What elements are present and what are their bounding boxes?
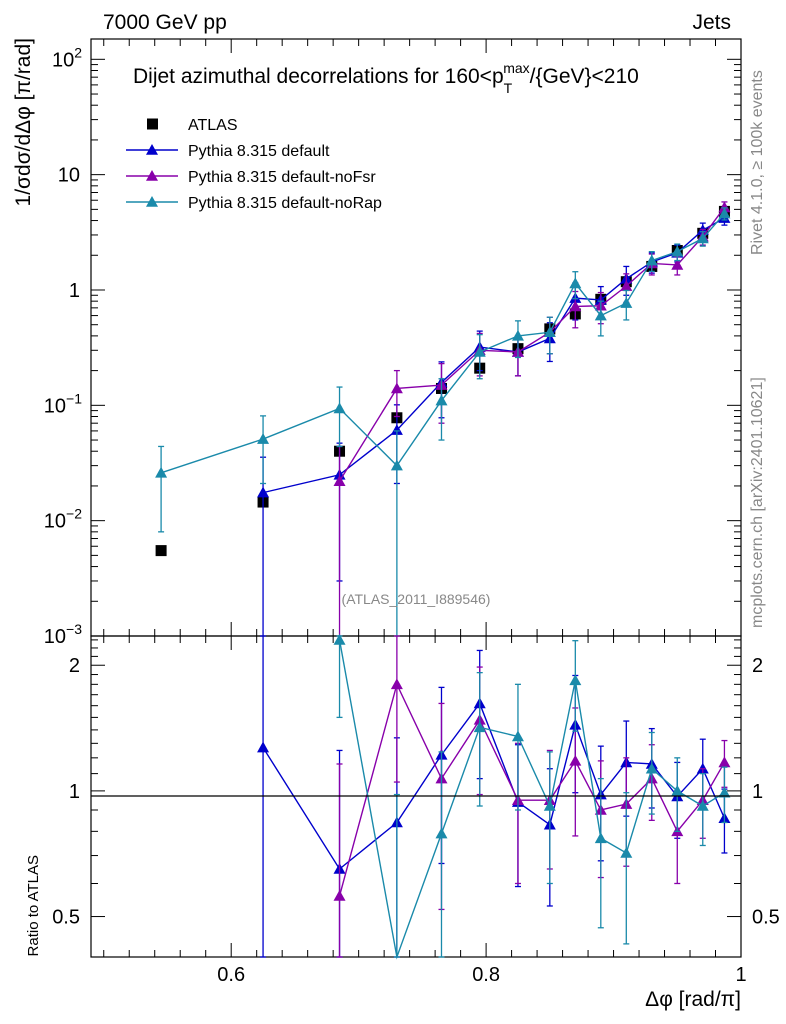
data-point <box>645 254 658 266</box>
legend-item: Pythia 8.315 default-noRap <box>126 195 382 212</box>
ratio-point <box>671 784 684 796</box>
legend: ATLAS Pythia 8.315 default Pythia 8.315 de… <box>126 117 382 212</box>
y-tick-label: 102 <box>52 44 82 71</box>
y-tick-label: 10−1 <box>44 390 82 417</box>
ratio-point <box>718 786 731 798</box>
data-point <box>543 326 556 338</box>
data-point <box>594 309 607 321</box>
data-point <box>696 232 709 244</box>
ratio-tick-label: 0.5 <box>52 907 80 929</box>
data-point <box>390 459 403 471</box>
ratio-point <box>257 741 270 753</box>
legend-label: Pythia 8.315 default <box>188 143 330 160</box>
data-point <box>671 258 684 270</box>
x-axis-label: Δφ [rad/π] <box>645 988 741 1011</box>
ratio-point <box>569 754 582 766</box>
ratio-point <box>696 800 709 811</box>
category-label: Jets <box>692 11 731 34</box>
ratio-point <box>333 633 346 645</box>
legend-item: ATLAS <box>147 117 238 134</box>
ratio-tick-label-right: 1 <box>752 781 763 803</box>
y-tick-label: 1 <box>69 280 80 302</box>
y-tick-label: 10−3 <box>44 621 82 648</box>
data-point <box>718 201 731 213</box>
ratio-line <box>262 702 726 871</box>
rivet-label: Rivet 4.1.0, ≥ 100k events <box>749 70 766 255</box>
x-tick-label: 0.6 <box>217 964 245 986</box>
data-point <box>390 424 403 435</box>
ratio-point <box>543 800 556 811</box>
energy-label: 7000 GeV pp <box>103 11 227 34</box>
series-3 <box>155 207 731 636</box>
ratio-point <box>333 890 346 901</box>
ratio-point <box>569 674 582 686</box>
data-point <box>569 277 582 289</box>
analysis-label: (ATLAS_2011_I889546) <box>342 591 491 607</box>
legend-marker <box>146 144 158 155</box>
title-pre: Dijet azimuthal decorrelations for 160<p <box>133 65 504 88</box>
data-point <box>435 394 448 406</box>
legend-item: Pythia 8.315 default <box>126 143 330 160</box>
series-line <box>160 213 725 474</box>
y-axis-label: 1/σdσ/dΔφ [π/rad] <box>12 38 35 206</box>
data-point <box>257 486 270 498</box>
ratio-point <box>473 721 486 733</box>
ratio-point <box>390 678 403 690</box>
ratio-point <box>645 762 658 774</box>
series-1 <box>257 211 731 636</box>
legend-marker <box>146 196 158 207</box>
ratio-tick-label-right: 0.5 <box>752 907 780 929</box>
title-sub: T <box>504 80 513 96</box>
ratio-point <box>511 730 524 742</box>
data-point <box>620 297 633 308</box>
x-tick-label: 1 <box>735 964 746 986</box>
ratio-tick-label-right: 2 <box>752 655 763 677</box>
legend-label: Pythia 8.315 default-noFsr <box>188 169 376 186</box>
legend-label: ATLAS <box>188 117 238 134</box>
ratio-y-axis-label: Ratio to ATLAS <box>25 855 42 956</box>
data-point <box>620 280 633 291</box>
mcplots-label: mcplots.cern.ch [arXiv:2401.10621] <box>749 377 766 628</box>
title-post: /{GeV}<210 <box>530 65 639 88</box>
legend-label: Pythia 8.315 default-noRap <box>188 195 382 212</box>
data-point <box>511 329 524 341</box>
ratio-tick-label: 2 <box>69 655 80 677</box>
data-point <box>257 433 270 444</box>
data-point <box>390 382 403 394</box>
data-point <box>333 475 346 486</box>
y-tick-label: 10 <box>58 165 80 187</box>
ratio-point <box>435 827 448 839</box>
title-sup: max <box>503 60 529 76</box>
legend-item: Pythia 8.315 default-noFsr <box>126 169 376 186</box>
data-point <box>473 345 486 357</box>
data-point <box>155 545 167 557</box>
ratio-series-group <box>257 633 731 960</box>
legend-marker <box>147 118 158 130</box>
y-tick-label: 10−2 <box>44 506 82 533</box>
chart-title: Dijet azimuthal decorrelations for 160<p… <box>133 60 639 96</box>
legend-marker <box>146 170 158 181</box>
ratio-point <box>594 832 607 844</box>
data-point <box>671 245 684 257</box>
ratio-series-2 <box>333 633 731 960</box>
x-tick-label: 0.8 <box>472 964 500 986</box>
data-point <box>718 207 731 219</box>
main-series-group <box>155 201 731 636</box>
data-point <box>333 402 346 414</box>
ratio-point <box>620 846 633 858</box>
data-point <box>569 300 582 312</box>
ratio-tick-label: 1 <box>69 781 80 803</box>
ratio-point <box>718 756 731 768</box>
data-point <box>155 466 168 478</box>
